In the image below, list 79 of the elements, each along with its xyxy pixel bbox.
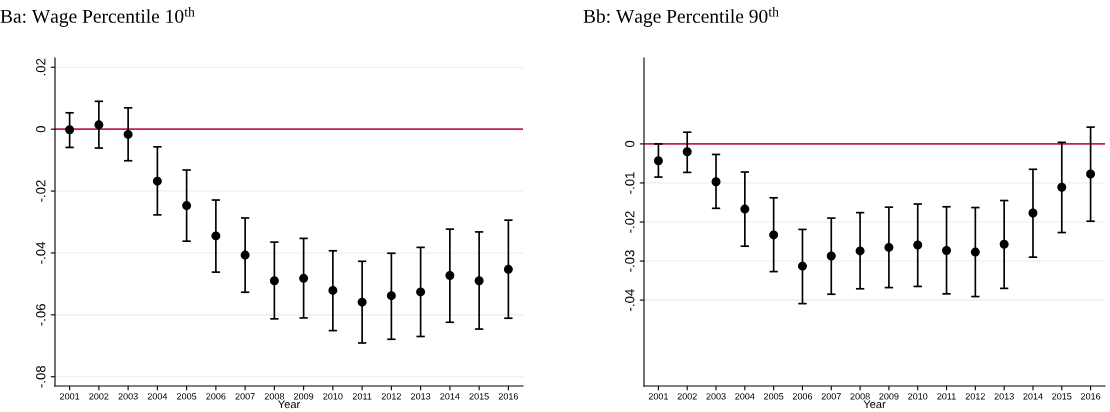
x-tick-label: 2011 <box>352 393 372 400</box>
x-tick-label: 2015 <box>469 393 489 400</box>
point <box>970 247 980 257</box>
x-tick-label: 2007 <box>821 393 841 400</box>
point <box>357 297 367 307</box>
point <box>152 176 162 186</box>
x-tick-label: 2012 <box>381 393 401 400</box>
point <box>182 201 192 211</box>
x-tick-label: 2008 <box>850 393 870 400</box>
point <box>942 246 952 256</box>
x-tick-label: 2001 <box>648 393 669 400</box>
y-tick-label: -.02 <box>625 211 635 233</box>
point <box>503 264 513 274</box>
point <box>386 291 396 301</box>
y-tick-label: -.01 <box>625 172 635 194</box>
point <box>653 156 663 166</box>
x-tick-label: 2008 <box>264 393 285 400</box>
point <box>682 147 692 157</box>
point <box>1086 169 1096 179</box>
point <box>445 271 455 281</box>
point <box>416 287 426 297</box>
x-tick-label: 2006 <box>206 393 226 400</box>
y-tick-label: -.03 <box>625 250 635 272</box>
x-tick-label: 2012 <box>965 393 985 400</box>
point <box>94 120 104 130</box>
y-tick-label: -.04 <box>625 289 635 311</box>
point <box>999 239 1009 249</box>
x-tick-label: 2001 <box>60 393 80 400</box>
x-axis-title: Year <box>863 400 886 409</box>
point <box>211 231 221 241</box>
x-tick-label: 2006 <box>792 393 813 400</box>
x-tick-label: 2004 <box>735 393 755 400</box>
point <box>328 285 338 295</box>
y-tick-label: -.04 <box>36 241 46 264</box>
x-tick-label: 2009 <box>879 393 899 400</box>
point <box>299 273 309 283</box>
point <box>123 129 133 139</box>
point <box>240 250 250 260</box>
x-tick-label: 2016 <box>498 393 519 400</box>
x-tick-label: 2016 <box>1081 393 1101 400</box>
point <box>913 240 923 250</box>
x-tick-label: 2010 <box>908 393 928 400</box>
x-tick-label: 2010 <box>323 393 343 400</box>
x-tick-label: 2004 <box>147 393 168 400</box>
x-tick-label: 2005 <box>177 393 197 400</box>
x-tick-label: 2005 <box>764 393 784 400</box>
x-tick-label: 2003 <box>706 393 726 400</box>
x-tick-label: 2013 <box>411 393 431 400</box>
point <box>711 177 721 187</box>
x-tick-label: 2003 <box>118 393 138 400</box>
x-tick-label: 2011 <box>937 393 956 400</box>
x-tick-label: 2015 <box>1052 393 1072 400</box>
point <box>797 261 807 271</box>
y-tick-label: 0 <box>36 126 46 133</box>
point <box>1057 182 1067 192</box>
x-tick-label: 2013 <box>994 393 1014 400</box>
x-tick-label: 2007 <box>235 393 255 400</box>
x-tick-label: 2002 <box>89 393 109 400</box>
chart-title: Ba: Wage Percentile 10$^{th}$ <box>0 6 195 27</box>
point <box>769 230 779 240</box>
x-axis-title: Year <box>278 400 301 409</box>
y-tick-label: -.06 <box>36 304 46 326</box>
chart-title: Bb: Wage Percentile 90$^{th}$ <box>583 6 779 27</box>
x-tick-label: 2014 <box>1023 393 1043 400</box>
x-tick-label: 2009 <box>294 393 314 400</box>
y-tick-label: -.02 <box>36 180 46 202</box>
point <box>826 251 836 261</box>
y-tick-label: .02 <box>36 58 46 76</box>
point <box>65 125 75 135</box>
point <box>740 204 750 214</box>
y-tick-label: 0 <box>625 140 635 148</box>
point <box>474 276 484 286</box>
x-tick-label: 2002 <box>677 393 697 400</box>
y-tick-label: -.08 <box>36 365 46 388</box>
point <box>855 246 865 256</box>
point <box>1028 208 1038 218</box>
x-tick-label: 2014 <box>440 393 460 400</box>
point <box>269 276 279 286</box>
point <box>884 242 894 252</box>
